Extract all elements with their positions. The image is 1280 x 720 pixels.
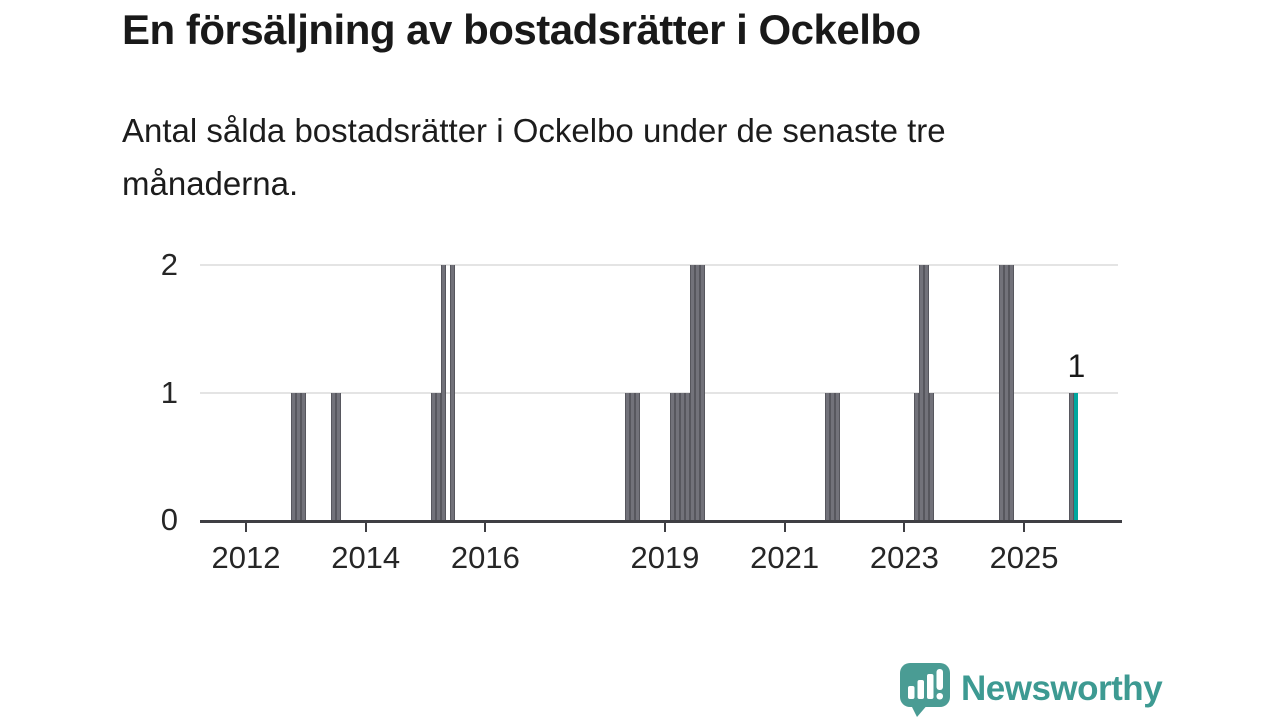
bar-2018-06 — [630, 392, 636, 520]
bar-2019-07 — [694, 265, 700, 520]
bar-2015-06 — [450, 265, 456, 520]
x-axis-tick-2014 — [364, 523, 367, 532]
x-axis-label-2016: 2016 — [450, 540, 520, 575]
bar-2023-04 — [919, 265, 925, 520]
bar-2021-10 — [829, 392, 835, 520]
gridline-y-2 — [200, 264, 1118, 266]
gridline-y-1 — [200, 391, 1118, 394]
bar-2024-08 — [999, 265, 1005, 520]
y-axis-label-1: 1 — [160, 374, 178, 410]
chart-title: En försäljning av bostadsrätter i Ockelb… — [122, 6, 921, 53]
x-axis-label-2014: 2014 — [331, 540, 401, 575]
bar-2021-09 — [824, 392, 830, 520]
bar-2012-11 — [295, 392, 301, 520]
bar-2018-05 — [625, 392, 631, 520]
y-axis-label-0: 0 — [160, 502, 178, 537]
bar-2023-03 — [914, 392, 920, 520]
x-axis-tick-2012 — [245, 523, 247, 532]
newsworthy-branding: Newsworthy — [898, 661, 1163, 717]
bar-2019-06 — [689, 265, 695, 520]
x-axis-tick-2019 — [663, 523, 666, 532]
x-axis-label-2012: 2012 — [211, 540, 281, 575]
bar-2024-10 — [1009, 265, 1015, 520]
bar-2019-04 — [679, 392, 685, 520]
highlighted-bar-2025-11 — [1074, 392, 1079, 520]
bar-2023-06 — [929, 392, 935, 520]
x-axis-tick-2021 — [783, 523, 786, 532]
x-axis-label-2023: 2023 — [869, 540, 939, 575]
bar-2021-11 — [834, 392, 840, 520]
x-axis-tick-2023 — [903, 523, 906, 532]
bar-2019-05 — [684, 392, 690, 520]
bar-2015-03 — [435, 392, 441, 520]
x-axis-label-2019: 2019 — [630, 540, 700, 575]
bar-2013-07 — [335, 392, 341, 520]
newsworthy-wordmark: Newsworthy — [961, 669, 1163, 708]
bar-2019-08 — [699, 265, 705, 520]
x-axis-tick-2025 — [1023, 523, 1026, 532]
x-axis-label-2021: 2021 — [750, 540, 820, 575]
bar-2012-12 — [300, 392, 306, 520]
chart-subtitle: Antal sålda bostadsrätter i Ockelbo unde… — [122, 104, 946, 210]
bar-2015-02 — [430, 392, 436, 520]
bar-2012-10 — [290, 392, 296, 520]
bar-2025-10 — [1068, 392, 1074, 520]
bar-chart-speech-bubble-icon — [900, 663, 950, 717]
x-axis-label-2025: 2025 — [989, 540, 1059, 575]
x-axis-tick-2016 — [484, 523, 487, 532]
bar-2018-07 — [635, 392, 641, 520]
bar-2013-06 — [330, 392, 336, 520]
chart-subtitle-line-1: Antal sålda bostadsrätter i Ockelbo unde… — [122, 112, 946, 149]
bar-2015-04 — [440, 265, 446, 520]
chart-subtitle-line-2: månaderna. — [122, 165, 299, 202]
bar-2019-03 — [674, 392, 680, 520]
latest-value-label: 1 — [1067, 348, 1086, 384]
y-axis-label-2: 2 — [160, 247, 178, 282]
bar-2023-05 — [924, 265, 930, 520]
bar-2024-09 — [1004, 265, 1010, 520]
x-axis-line — [200, 520, 1122, 523]
bar-2019-02 — [669, 392, 675, 520]
